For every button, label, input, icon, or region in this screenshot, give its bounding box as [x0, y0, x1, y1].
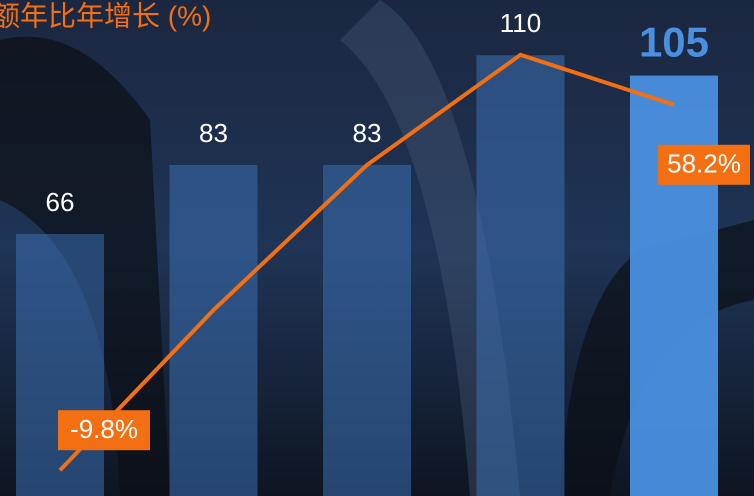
bar-value-label: 83 — [353, 118, 382, 148]
bar-value-label: 83 — [199, 118, 228, 148]
bar — [630, 76, 718, 496]
bar — [323, 165, 411, 496]
bar — [170, 165, 258, 496]
chart: 额年比年增长 (%) 66 83 83 110 105 -9.8% 58.2% — [0, 0, 754, 496]
line-value-label: 58.2% — [667, 149, 741, 179]
bar — [477, 55, 565, 496]
chart-title: 额年比年增长 (%) — [0, 0, 211, 31]
line-value-label: -9.8% — [70, 414, 138, 444]
bar — [16, 234, 104, 496]
bar-value-label: 110 — [500, 8, 541, 38]
bar-value-label: 66 — [46, 187, 75, 217]
bar-value-label: 105 — [639, 19, 709, 66]
page: 额年比年增长 (%) 668383110105-9.8%58.2% (() =>… — [0, 0, 754, 496]
